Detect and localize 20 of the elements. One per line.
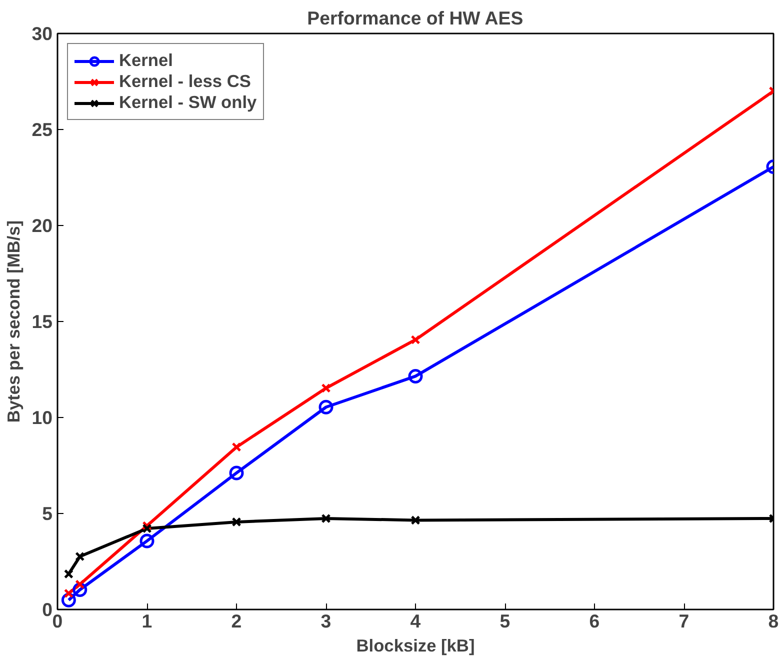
x-axis-title: Blocksize [kB] bbox=[356, 636, 475, 656]
x-tick-label: 2 bbox=[231, 610, 242, 632]
y-tick-label: 25 bbox=[32, 119, 53, 140]
x-tick-label: 8 bbox=[768, 610, 779, 632]
x-tick-label: 5 bbox=[500, 610, 510, 632]
y-tick-label: 30 bbox=[32, 23, 53, 44]
y-tick-label: 5 bbox=[42, 503, 53, 524]
legend-label: Kernel - less CS bbox=[119, 71, 251, 92]
y-tick-label: 15 bbox=[32, 311, 53, 332]
x-tick-label: 7 bbox=[678, 610, 690, 632]
x-tick-label: 6 bbox=[589, 610, 600, 632]
legend-label: Kernel - SW only bbox=[119, 92, 257, 113]
y-tick-label: 20 bbox=[32, 215, 53, 236]
x-tick-label: 1 bbox=[142, 610, 152, 632]
chart-title: Performance of HW AES bbox=[307, 8, 524, 28]
x-tick-label: 4 bbox=[410, 610, 422, 632]
legend-label: Kernel bbox=[119, 50, 173, 71]
y-axis-title: Bytes per second [MB/s] bbox=[4, 220, 24, 423]
y-tick-label: 10 bbox=[32, 407, 53, 428]
x-tick-label: 3 bbox=[320, 610, 332, 632]
